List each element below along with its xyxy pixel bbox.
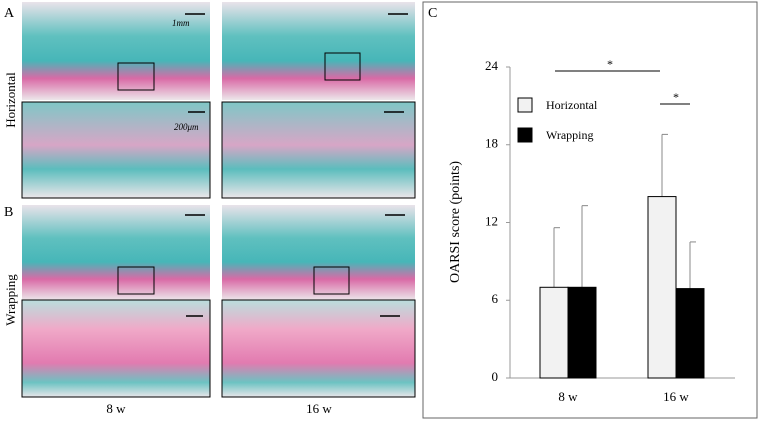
inset-box <box>117 62 155 91</box>
x-tick-label: 16 w <box>663 389 689 404</box>
image <box>221 299 416 398</box>
image <box>21 101 211 199</box>
y-axis-label: OARSI score (points) <box>448 161 463 283</box>
bar <box>567 286 597 379</box>
legend-label: Horizontal <box>546 98 598 112</box>
x-tick-label: 8 w <box>558 389 578 404</box>
histology: 1mm 200μm <box>21 2 416 398</box>
scale-bars <box>185 13 408 317</box>
bar <box>647 196 677 379</box>
panel-label: A <box>4 6 15 21</box>
column-label: 16 w <box>306 401 332 416</box>
significance-star: * <box>607 57 613 71</box>
y-tick-label: 6 <box>492 291 499 306</box>
bar <box>675 288 705 379</box>
y-tick-label: 0 <box>492 369 499 384</box>
y-tick-label: 24 <box>485 58 499 73</box>
y-tick-label: 18 <box>485 136 498 151</box>
image <box>21 299 211 398</box>
bar <box>539 286 569 379</box>
chart-frame <box>422 1 758 419</box>
panel-label: C <box>428 6 437 21</box>
inset-box <box>324 52 361 81</box>
scale-label: 1mm <box>172 18 190 28</box>
scale-label: 200μm <box>174 122 199 132</box>
significance-star: * <box>673 90 679 104</box>
image <box>221 101 416 199</box>
inset-box <box>313 266 350 295</box>
legend-label: Wrapping <box>546 128 594 142</box>
image <box>222 205 415 300</box>
image <box>222 2 415 100</box>
legend-swatch <box>517 127 533 143</box>
row-label: Wrapping <box>3 274 18 326</box>
inset-box <box>117 266 155 295</box>
image <box>22 2 210 100</box>
column-label: 8 w <box>106 401 126 416</box>
legend-swatch <box>517 97 533 113</box>
panel-label: B <box>4 205 13 220</box>
y-tick-label: 12 <box>485 213 498 228</box>
image <box>22 205 210 300</box>
row-label: Horizontal <box>3 72 18 128</box>
